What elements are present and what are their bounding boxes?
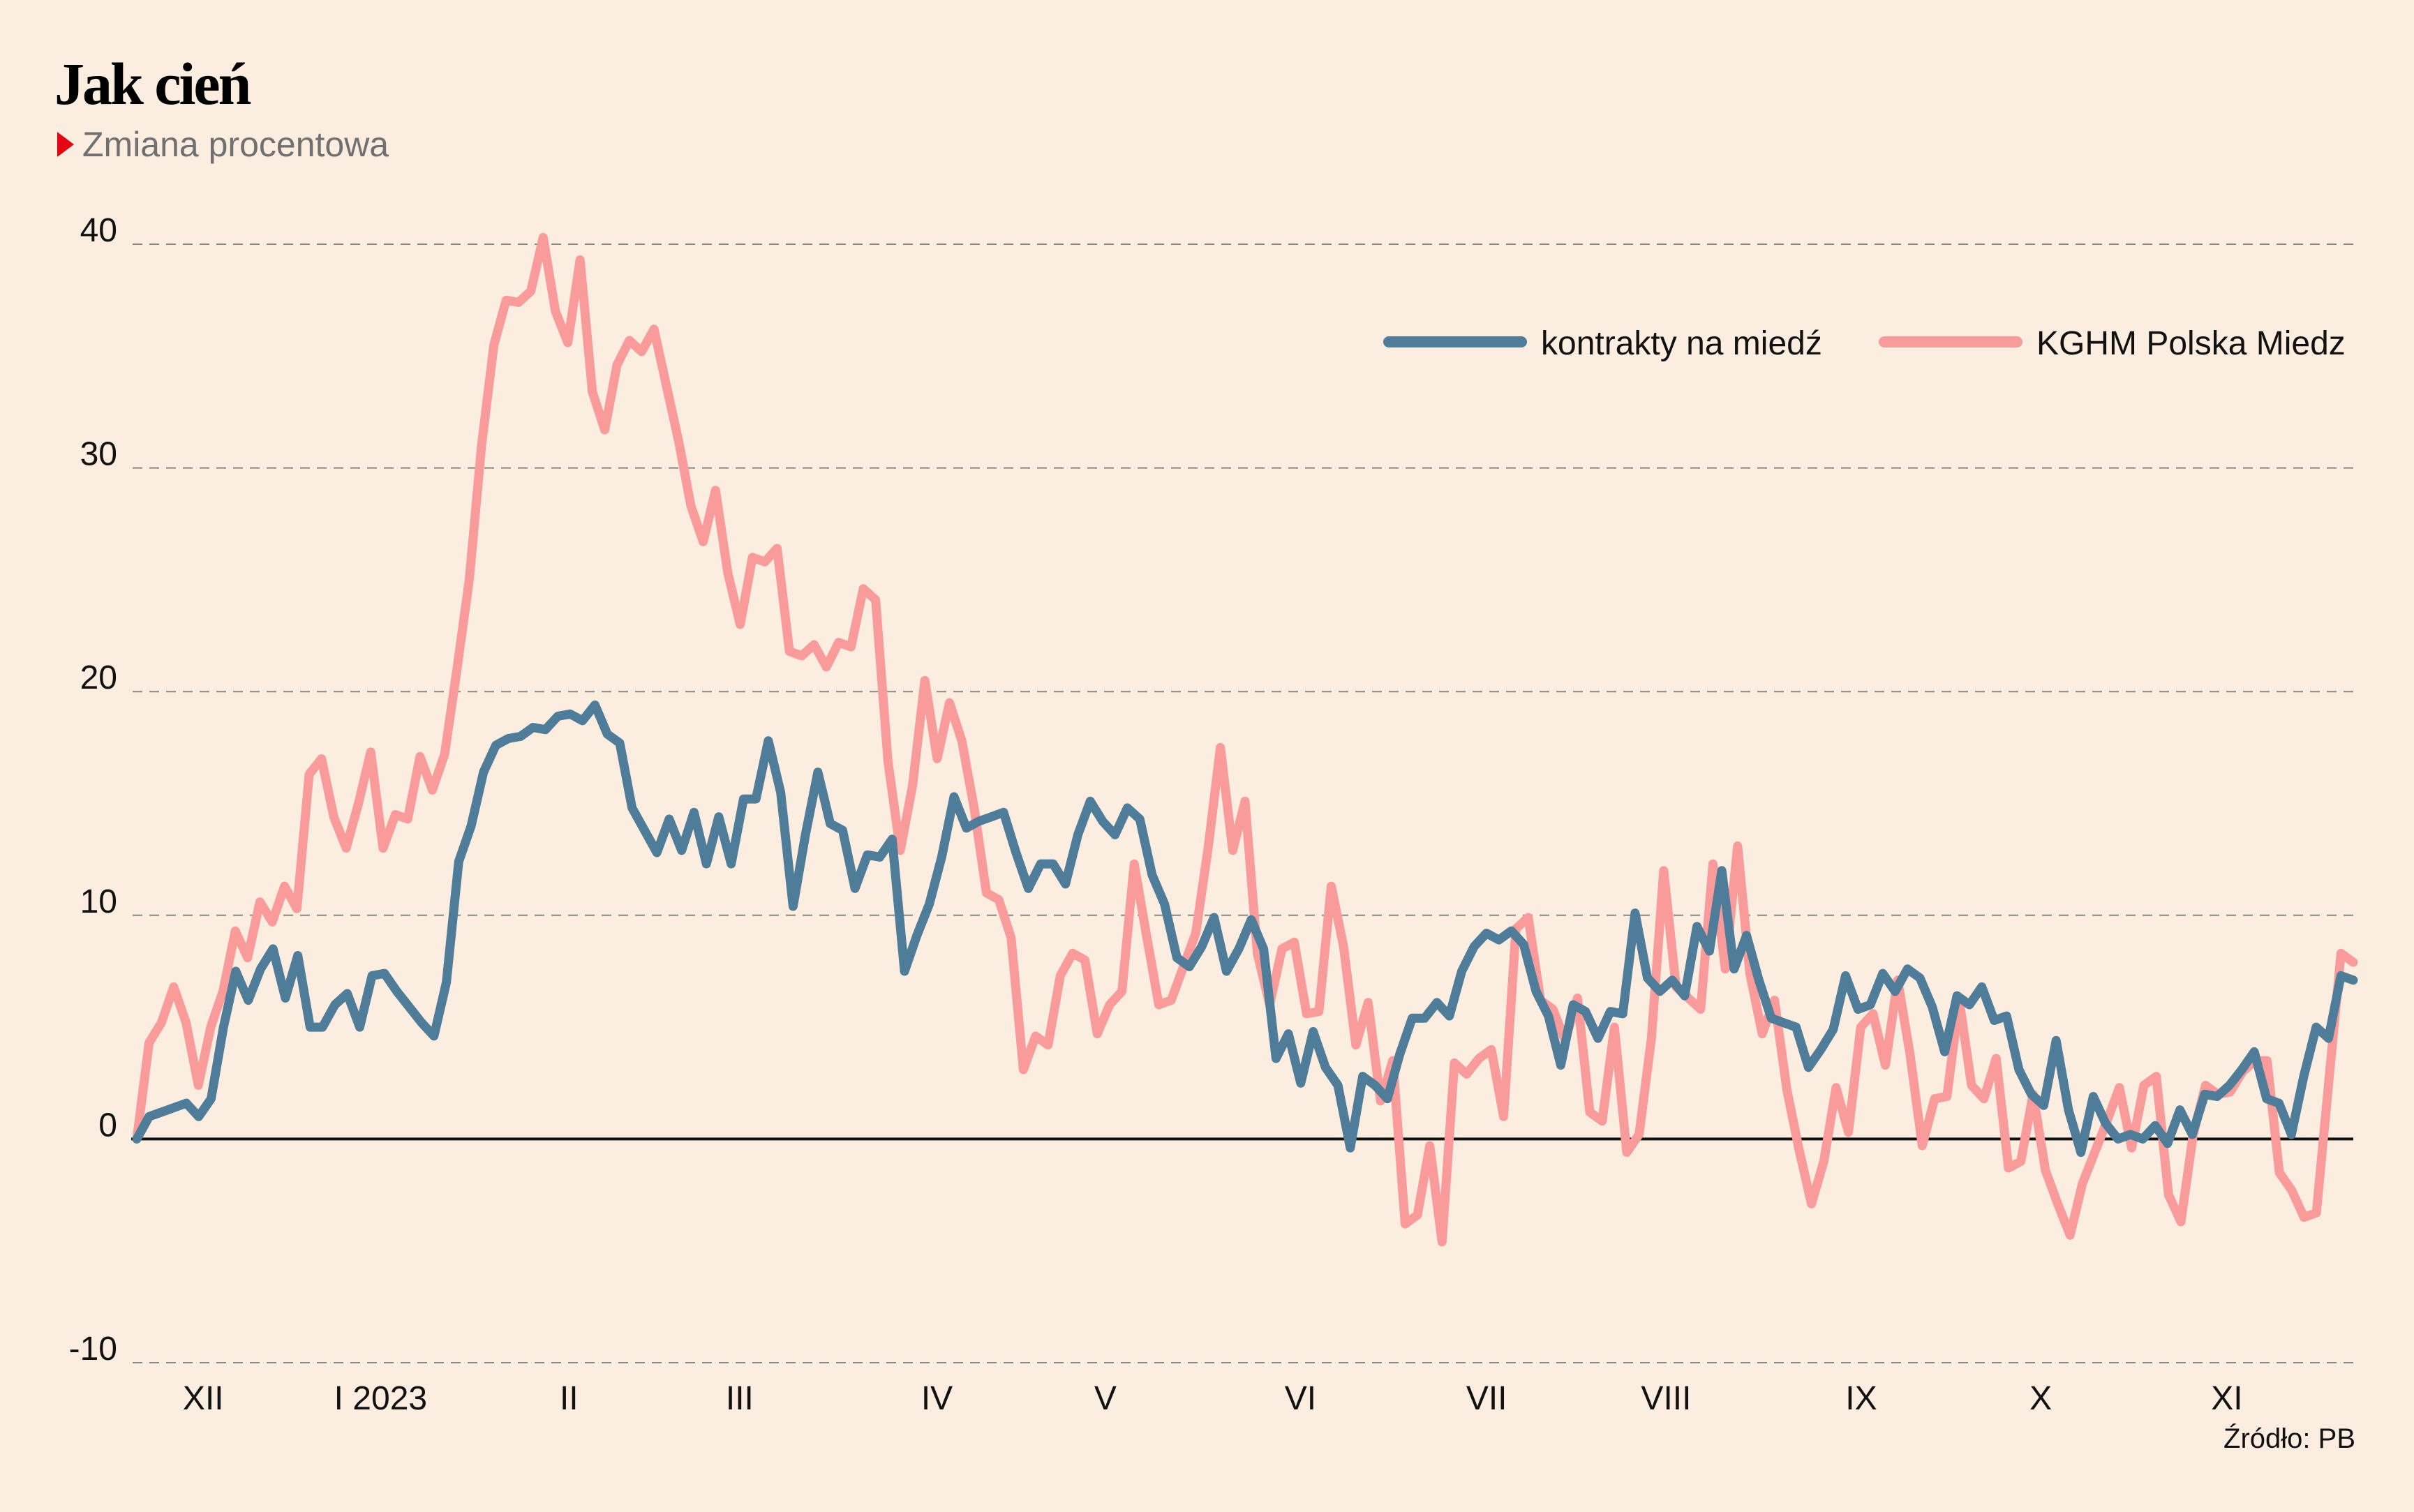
y-tick-label: 20 (80, 659, 117, 696)
source-note: Źródło: PB (2223, 1423, 2355, 1454)
y-axis-labels: 40 30 20 10 0 -10 (69, 212, 117, 1368)
gridlines (131, 244, 2353, 1363)
chart-subtitle: Zmiana procentowa (57, 124, 389, 165)
x-tick-label: VII (1466, 1380, 1507, 1417)
x-tick-label: IV (921, 1380, 953, 1417)
y-tick-label: 30 (80, 436, 117, 473)
legend: kontrakty na miedź KGHM Polska Miedz (1383, 325, 2346, 362)
x-tick-label: VIII (1641, 1380, 1691, 1417)
series-line-copper-futures (132, 700, 2358, 1158)
y-tick-label: 40 (80, 212, 117, 249)
x-tick-label: IX (1845, 1380, 1877, 1417)
triangle-marker-icon (57, 132, 74, 157)
x-tick-label: II (560, 1380, 579, 1417)
legend-label: kontrakty na miedź (1541, 325, 1822, 362)
x-tick-label: X (2029, 1380, 2052, 1417)
x-tick-label: V (1094, 1380, 1117, 1417)
x-tick-label: III (726, 1380, 754, 1417)
legend-label: KGHM Polska Miedz (2036, 325, 2346, 362)
series-lines (132, 232, 2358, 1247)
x-tick-label: XII (183, 1380, 224, 1417)
y-tick-label: 0 (98, 1107, 117, 1144)
subtitle-text: Zmiana procentowa (82, 125, 389, 164)
x-axis-labels: XII I 2023 II III IV V VI VII VIII IX X XI (183, 1380, 2243, 1417)
chart-title: Jak cień (54, 50, 251, 117)
x-tick-label: XI (2211, 1380, 2242, 1417)
y-tick-label: -10 (69, 1331, 117, 1368)
y-tick-label: 10 (80, 883, 117, 920)
x-tick-label: VI (1285, 1380, 1316, 1417)
x-tick-label: I 2023 (334, 1380, 427, 1417)
series-line-kghm (132, 232, 2358, 1247)
